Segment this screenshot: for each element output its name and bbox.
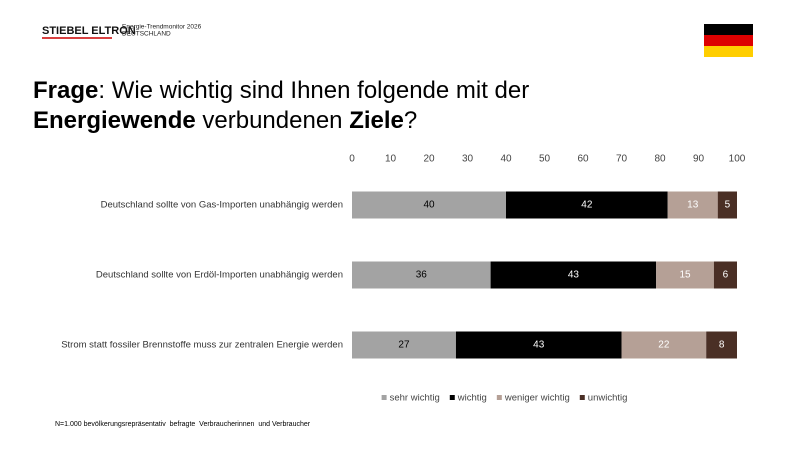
chart-title: Energiewende verbundenen Ziele?: [33, 107, 417, 134]
bar-segment: [717, 191, 737, 219]
bar-segment: [706, 331, 737, 359]
chart-title: Frage: Wie wichtig sind Ihnen folgende m…: [33, 77, 529, 104]
legend-label: wichtig: [457, 393, 487, 404]
legend-label: sehr wichtig: [390, 393, 440, 404]
legend: sehr wichtig wichtig weniger wichtig unwich…: [381, 393, 628, 404]
x-tick-label: 0: [349, 154, 355, 165]
x-tick-label: 30: [462, 154, 474, 165]
y-tick-label: Deutschland sollte von Erdöl-Importen un…: [96, 270, 343, 281]
bar-segment: [506, 191, 668, 219]
title-part: : Wie wichtig sind Ihnen folgende mit de…: [98, 77, 529, 104]
legend-swatch: [579, 395, 585, 400]
data-label: 22: [658, 340, 670, 351]
title-part: Frage: [33, 77, 98, 104]
x-tick-label: 10: [385, 154, 397, 165]
data-label: 36: [416, 270, 428, 281]
x-tick-label: 20: [423, 154, 435, 165]
legend-swatch: [496, 395, 502, 400]
x-tick-label: 100: [729, 154, 746, 165]
header-subtitle: Energie-Trendmonitor 2026: [122, 24, 202, 31]
bar-segment: [490, 261, 657, 289]
bar-segment: [352, 261, 491, 289]
y-tick-label: Strom statt fossiler Brennstoffe muss zu…: [61, 340, 343, 351]
title-part: verbundenen: [196, 107, 349, 134]
data-label: 5: [725, 200, 731, 211]
legend-label: unwichtig: [588, 393, 628, 404]
data-label: 43: [568, 270, 580, 281]
y-tick-label: Deutschland sollte von Gas-Importen unab…: [101, 200, 343, 211]
data-label: 27: [398, 340, 410, 351]
data-label: 6: [723, 270, 729, 281]
bar-segment: [352, 331, 456, 359]
data-label: 8: [719, 340, 725, 351]
title-part: Ziele: [349, 107, 404, 134]
bar-segment: [455, 331, 622, 359]
legend-swatch: [381, 395, 387, 400]
legend-label: weniger wichtig: [504, 393, 570, 404]
bar-segment: [667, 191, 718, 219]
title-part: Energiewende: [33, 107, 196, 134]
data-label: 43: [533, 340, 545, 351]
title-part: ?: [404, 107, 417, 134]
brand: STIEBEL ELTRON: [42, 25, 136, 37]
x-tick-label: 50: [539, 154, 551, 165]
x-tick-label: 70: [616, 154, 628, 165]
data-label: 15: [679, 270, 691, 281]
bar-segment: [656, 261, 714, 289]
data-label: 40: [423, 200, 435, 211]
x-tick-label: 80: [654, 154, 666, 165]
footnote: N=1.000 bevölkerungsrepräsentativ befrag…: [55, 421, 311, 428]
bar-segment: [713, 261, 737, 289]
legend-swatch: [449, 395, 455, 400]
x-tick-label: 60: [577, 154, 589, 165]
header-subtitle: DEUTSCHLAND: [122, 31, 171, 38]
bar-segment: [352, 191, 506, 219]
bar-segment: [621, 331, 707, 359]
data-label: 42: [581, 200, 593, 211]
flag: [704, 24, 753, 57]
x-tick-label: 40: [500, 154, 512, 165]
data-label: 13: [687, 200, 699, 211]
x-tick-label: 90: [693, 154, 705, 165]
